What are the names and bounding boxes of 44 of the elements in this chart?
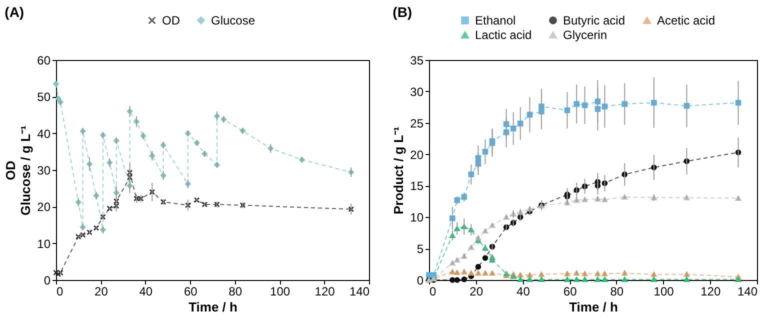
legend-label: Lactic acid bbox=[475, 28, 532, 42]
x-tick-label: 120 bbox=[700, 284, 721, 298]
x-tick-label: 140 bbox=[737, 284, 758, 298]
x-tick-label: 120 bbox=[314, 284, 336, 298]
y-tick-label: 50 bbox=[37, 90, 51, 104]
x-axis-title: Time / h bbox=[188, 300, 238, 314]
y-tick-label: 30 bbox=[37, 164, 51, 178]
x-tick-label: 20 bbox=[94, 284, 108, 298]
x-tick-label: 100 bbox=[270, 284, 290, 298]
y-tick-label: 60 bbox=[37, 54, 51, 68]
x-tick-label: 40 bbox=[139, 284, 153, 298]
chart-title: (B) bbox=[392, 4, 412, 20]
y-tick-label: 15 bbox=[410, 179, 424, 194]
x-tick-label: 80 bbox=[228, 284, 242, 298]
y-tick-label: 0 bbox=[416, 274, 424, 288]
x-tick-label: 60 bbox=[563, 284, 578, 298]
x-tick-label: 80 bbox=[610, 284, 624, 298]
x-axis-title: Time / h bbox=[569, 300, 618, 314]
x-tick-label: 40 bbox=[516, 284, 530, 298]
legend-label: Glucose bbox=[211, 13, 256, 28]
y-tick-label: 10 bbox=[410, 210, 424, 225]
legend-label: Acetic acid bbox=[657, 14, 716, 28]
x-tick-label: 100 bbox=[654, 284, 674, 298]
y-tick-label: 20 bbox=[410, 148, 424, 162]
x-tick-label: 60 bbox=[184, 284, 198, 298]
y-tick-label: 5 bbox=[416, 242, 424, 256]
y-tick-label: 30 bbox=[410, 84, 424, 99]
y-tick-label: 35 bbox=[410, 54, 424, 68]
y-tick-label: 25 bbox=[410, 116, 424, 130]
chart-title: (A) bbox=[4, 4, 24, 20]
x-tick-label: 20 bbox=[470, 284, 484, 298]
legend-label: OD bbox=[162, 13, 180, 28]
legend-label: Ethanol bbox=[475, 13, 516, 28]
y-tick-label: 40 bbox=[37, 126, 51, 141]
legend-label: Butyric acid bbox=[563, 13, 626, 28]
x-tick-label: 0 bbox=[430, 284, 436, 298]
y-tick-label: 0 bbox=[44, 274, 51, 288]
y-tick-label: 20 bbox=[37, 200, 51, 214]
x-tick-label: 140 bbox=[349, 284, 370, 298]
y-axis-title: OD Glucose / g L⁻¹ bbox=[3, 126, 34, 216]
y-axis-title: Product / g L⁻¹ bbox=[391, 126, 406, 214]
y-tick-label: 10 bbox=[37, 236, 51, 251]
legend-label: Glycerin bbox=[563, 28, 608, 42]
x-tick-label: 0 bbox=[56, 284, 64, 298]
